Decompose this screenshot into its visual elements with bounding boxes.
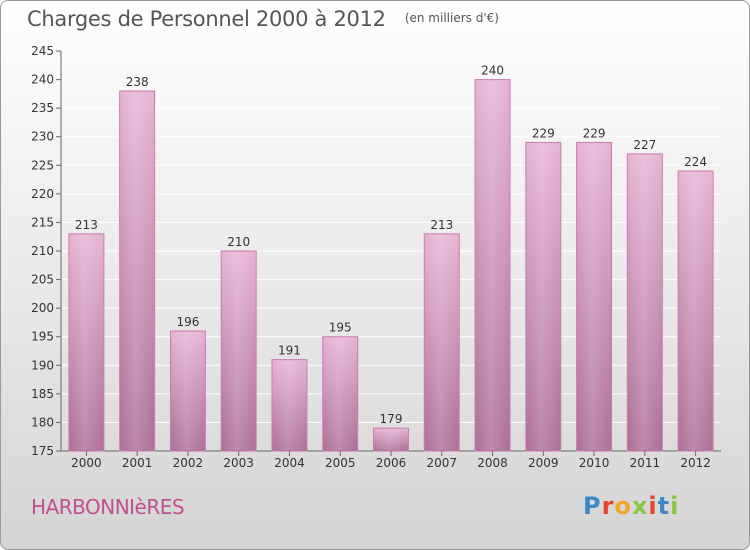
bar-value-label: 213: [75, 218, 98, 232]
bar-value-label: 229: [532, 126, 555, 140]
y-tick-label: 195: [31, 330, 54, 344]
bar-highlight: [526, 143, 560, 450]
x-tick-label: 2002: [173, 456, 204, 470]
x-tick-label: 2011: [630, 456, 661, 470]
x-tick-label: 2000: [71, 456, 102, 470]
y-tick-label: 190: [31, 358, 54, 372]
title-block: Charges de Personnel 2000 à 2012 (en mil…: [27, 7, 499, 31]
bar-highlight: [476, 80, 510, 451]
bar-value-label: 224: [684, 155, 707, 169]
logo-letter: i: [648, 492, 658, 520]
bar-value-label: 240: [481, 64, 504, 78]
x-tick-label: 2007: [426, 456, 457, 470]
y-tick-label: 185: [31, 387, 54, 401]
bar-value-label: 238: [126, 75, 149, 89]
y-tick-label: 220: [31, 187, 54, 201]
x-tick-label: 2004: [274, 456, 305, 470]
y-tick-label: 210: [31, 244, 54, 258]
bar-value-label: 195: [329, 321, 352, 335]
bar-highlight: [120, 92, 154, 450]
bar-highlight: [272, 360, 306, 450]
bar-value-label: 179: [380, 412, 403, 426]
y-tick-label: 235: [31, 101, 54, 115]
y-tick-label: 225: [31, 158, 54, 172]
bar-highlight: [679, 172, 713, 450]
y-tick-label: 230: [31, 130, 54, 144]
bar-value-label: 196: [176, 315, 199, 329]
x-tick-label: 2005: [325, 456, 356, 470]
logo-letter: o: [614, 492, 632, 520]
x-tick-label: 2008: [477, 456, 508, 470]
y-tick-label: 200: [31, 301, 54, 315]
bar-highlight: [323, 337, 357, 450]
y-tick-label: 215: [31, 215, 54, 229]
logo-letter: P: [583, 492, 602, 520]
logo-letter: r: [601, 492, 615, 520]
bar-value-label: 227: [633, 138, 656, 152]
logo-letter: x: [631, 492, 649, 520]
commune-name: HARBONNIèRES: [31, 495, 185, 519]
x-tick-label: 2001: [122, 456, 153, 470]
bar-value-label: 210: [227, 235, 250, 249]
y-tick-label: 175: [31, 444, 54, 458]
x-tick-label: 2003: [223, 456, 254, 470]
bar-highlight: [425, 234, 459, 450]
bar-highlight: [628, 154, 662, 450]
x-tick-label: 2010: [579, 456, 610, 470]
logo-letter: t: [657, 492, 671, 520]
x-tick-label: 2012: [680, 456, 711, 470]
y-tick-label: 240: [31, 73, 54, 87]
bar-highlight: [374, 429, 408, 450]
y-tick-label: 245: [31, 44, 54, 58]
chart-subtitle: (en milliers d'€): [404, 11, 499, 25]
bar-value-label: 229: [583, 126, 606, 140]
y-tick-label: 180: [31, 415, 54, 429]
y-tick-label: 205: [31, 273, 54, 287]
proxiti-logo: Proxiti: [583, 492, 679, 520]
x-tick-label: 2006: [376, 456, 407, 470]
x-tick-label: 2009: [528, 456, 559, 470]
bar-value-label: 213: [430, 218, 453, 232]
bar-highlight: [577, 143, 611, 450]
bar-highlight: [222, 252, 256, 450]
bar-value-label: 191: [278, 344, 301, 358]
bar-highlight: [171, 332, 205, 450]
chart-title: Charges de Personnel 2000 à 2012: [27, 7, 386, 31]
bar-highlight: [69, 234, 103, 450]
logo-letter: i: [670, 492, 680, 520]
